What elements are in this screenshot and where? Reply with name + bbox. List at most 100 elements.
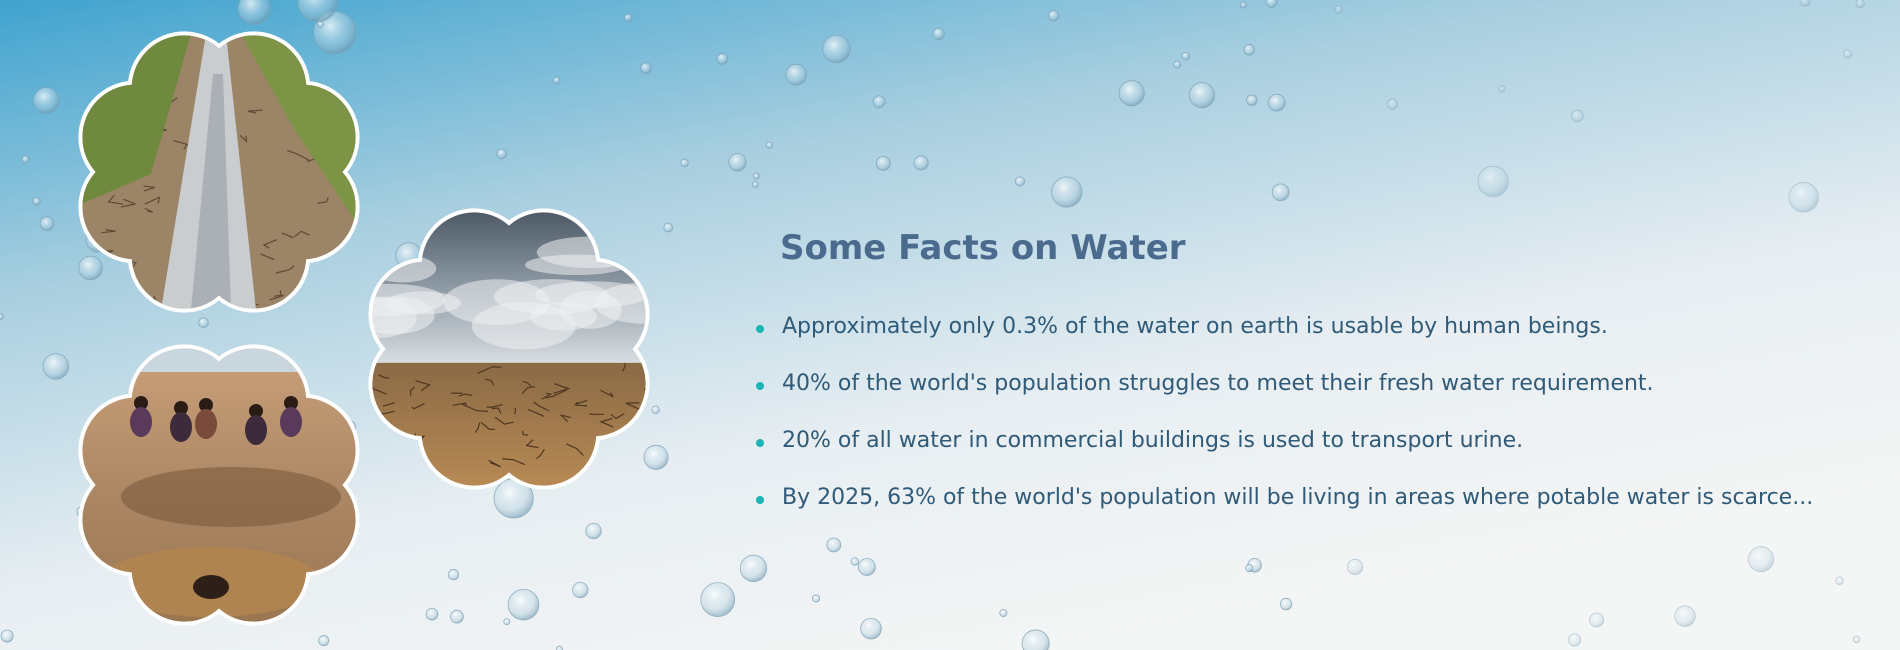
crack (521, 430, 529, 436)
water-drop (999, 608, 1008, 618)
water-drop (623, 13, 633, 23)
water-drop (651, 405, 660, 415)
crack (488, 459, 502, 468)
crack (527, 408, 544, 418)
slide-title: Some Facts on Water (780, 228, 1186, 268)
water-drop (1265, 0, 1278, 8)
water-drop (700, 582, 736, 617)
water-drop (1021, 629, 1050, 650)
water-drop (21, 155, 30, 164)
crack (522, 380, 532, 387)
water-drop (1589, 612, 1605, 628)
water-drop (1271, 183, 1290, 202)
crack (589, 413, 605, 415)
water-drop (752, 181, 759, 188)
water-drop (1498, 85, 1506, 93)
crack (101, 229, 116, 234)
person-body (130, 407, 152, 437)
cloud (530, 302, 597, 331)
water-drop (1246, 94, 1258, 106)
person-digging (193, 575, 229, 599)
fact-list: Approximately only 0.3% of the water on … (756, 314, 1813, 542)
crack (239, 134, 248, 143)
water-drop (1181, 51, 1190, 61)
water-drop (1051, 176, 1083, 208)
water-drop (317, 20, 324, 28)
crack (409, 386, 415, 396)
water-drop (1014, 176, 1025, 187)
crack (484, 378, 495, 386)
water-drop (318, 635, 330, 647)
crack (545, 389, 568, 399)
water-drop (507, 588, 540, 621)
water-drop (1118, 80, 1145, 107)
pit-shadow (121, 467, 341, 527)
crack (541, 392, 553, 400)
crack (560, 414, 571, 423)
crack (275, 265, 295, 274)
crack (477, 366, 502, 374)
water-drop (826, 537, 842, 553)
crack (286, 149, 310, 161)
crack (573, 399, 588, 406)
water-drop (1047, 9, 1060, 22)
water-drop (496, 148, 508, 160)
water-drop (860, 617, 882, 640)
crack (461, 403, 488, 412)
water-drop (765, 141, 773, 149)
water-drop (739, 554, 768, 582)
stream-shade (191, 74, 231, 309)
crack (382, 401, 396, 407)
water-drop (1245, 564, 1254, 573)
water-drop (425, 607, 439, 621)
cloud (372, 296, 417, 339)
crack (120, 198, 138, 208)
crack (317, 197, 329, 204)
water-drop (198, 317, 209, 328)
water-drop (857, 558, 876, 576)
crack (144, 207, 153, 213)
water-drop (640, 62, 652, 74)
crack (415, 380, 431, 392)
water-drop (1835, 576, 1844, 585)
crack (144, 196, 161, 205)
person-head (284, 396, 298, 410)
crack (494, 416, 514, 425)
person-head (249, 404, 263, 418)
water-drop (556, 645, 563, 650)
crack (281, 232, 294, 239)
person-body (195, 409, 217, 439)
fact-item: 40% of the world's population struggles … (756, 371, 1813, 428)
water-drop (728, 153, 747, 172)
crack (273, 290, 282, 297)
crack (172, 139, 189, 150)
crack (553, 383, 571, 394)
crack (625, 402, 640, 410)
water-drop (1843, 49, 1853, 59)
water-drop (643, 444, 669, 470)
water-drop (1188, 82, 1216, 109)
water-drop (1748, 546, 1774, 573)
crack (262, 239, 278, 249)
water-drop (1674, 605, 1696, 627)
water-drop (1852, 635, 1861, 644)
water-drop (872, 95, 886, 109)
crack (533, 401, 550, 412)
fact-item: 20% of all water in commercial buildings… (756, 428, 1813, 485)
cloud (594, 282, 646, 324)
water-drop (1799, 0, 1811, 7)
crack (411, 403, 425, 410)
water-drop (1279, 597, 1293, 611)
water-drop (1571, 109, 1584, 123)
crack (269, 294, 284, 301)
crack (480, 421, 495, 431)
water-drop (785, 63, 808, 86)
crack (458, 393, 473, 397)
crack (514, 407, 517, 415)
water-drop (716, 52, 729, 65)
water-drop (1347, 558, 1364, 575)
water-drop (237, 0, 271, 25)
water-drop (572, 581, 589, 599)
person-body (280, 407, 302, 437)
